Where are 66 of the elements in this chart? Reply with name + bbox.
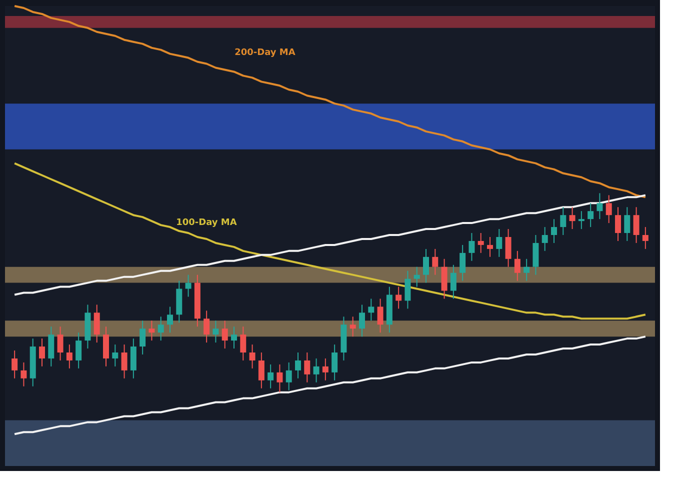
candlestick (276, 364, 283, 393)
candlestick (542, 226, 548, 252)
candlestick (359, 304, 365, 338)
candlestick (423, 248, 429, 284)
candlestick (322, 358, 328, 381)
candlestick (615, 206, 621, 242)
candlestick (148, 320, 155, 342)
candlestick (222, 320, 228, 350)
candlestick (532, 234, 539, 276)
annotation: 100-Day MA (176, 218, 237, 228)
candlestick (441, 258, 448, 300)
candlestick (12, 350, 18, 379)
candlestick (231, 326, 237, 350)
candlestick (350, 316, 356, 338)
candlestick (304, 352, 310, 383)
candlestick (432, 248, 438, 276)
text: 200-Day MA (234, 48, 296, 58)
candlestick (66, 344, 72, 369)
candlestick (112, 344, 118, 367)
candlestick (57, 326, 64, 361)
candlestick (414, 266, 420, 288)
candlestick (551, 218, 557, 244)
candlestick (158, 316, 164, 342)
candlestick (286, 362, 292, 391)
candlestick (505, 228, 512, 268)
candlestick (569, 206, 576, 230)
candlestick (130, 338, 136, 379)
candlestick (642, 226, 648, 250)
candlestick (404, 270, 411, 310)
candlestick (377, 298, 384, 334)
candlestick (167, 306, 173, 334)
candlestick (514, 250, 520, 282)
candlestick (76, 332, 82, 369)
candlestick (460, 244, 466, 282)
candlestick (332, 344, 338, 381)
candlestick (140, 320, 146, 355)
candlestick (268, 364, 274, 389)
candlestick (103, 326, 109, 367)
candlestick (204, 310, 210, 344)
candlestick (624, 206, 630, 242)
candlestick (496, 228, 502, 258)
candlestick (48, 326, 54, 367)
candlestick (185, 274, 192, 298)
candlestick (313, 358, 320, 383)
candlestick (468, 232, 475, 262)
candlestick (121, 344, 128, 379)
candlestick (368, 298, 374, 322)
candlestick (212, 320, 219, 344)
candlestick (578, 210, 584, 230)
candlestick (450, 264, 456, 300)
candlestick (560, 206, 566, 236)
candlestick (39, 338, 45, 367)
candlestick (94, 304, 100, 344)
candlestick (596, 192, 603, 220)
candlestick (588, 202, 594, 228)
candlestick (633, 206, 640, 244)
candlestick (396, 286, 402, 310)
candlestick (487, 236, 493, 258)
candlestick (524, 258, 530, 282)
candlestick (20, 362, 27, 387)
candlestick (478, 232, 484, 254)
candlestick (249, 344, 256, 369)
candlestick (606, 194, 612, 224)
candlestick (240, 326, 246, 361)
candlestick (258, 352, 264, 389)
candlestick (295, 352, 301, 379)
